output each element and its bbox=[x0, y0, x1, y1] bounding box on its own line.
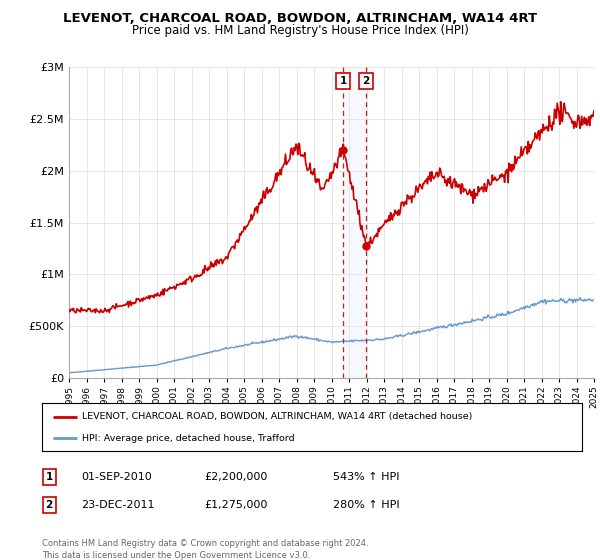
Text: Price paid vs. HM Land Registry's House Price Index (HPI): Price paid vs. HM Land Registry's House … bbox=[131, 24, 469, 37]
Text: Contains HM Land Registry data © Crown copyright and database right 2024.
This d: Contains HM Land Registry data © Crown c… bbox=[42, 539, 368, 560]
Text: 280% ↑ HPI: 280% ↑ HPI bbox=[333, 500, 400, 510]
Text: 2: 2 bbox=[46, 500, 53, 510]
Text: 1: 1 bbox=[340, 76, 347, 86]
Text: LEVENOT, CHARCOAL ROAD, BOWDON, ALTRINCHAM, WA14 4RT (detached house): LEVENOT, CHARCOAL ROAD, BOWDON, ALTRINCH… bbox=[83, 412, 473, 421]
Text: 01-SEP-2010: 01-SEP-2010 bbox=[81, 472, 152, 482]
Text: 2: 2 bbox=[362, 76, 370, 86]
Text: HPI: Average price, detached house, Trafford: HPI: Average price, detached house, Traf… bbox=[83, 434, 295, 443]
Text: 23-DEC-2011: 23-DEC-2011 bbox=[81, 500, 155, 510]
Text: 1: 1 bbox=[46, 472, 53, 482]
Text: 543% ↑ HPI: 543% ↑ HPI bbox=[333, 472, 400, 482]
Text: LEVENOT, CHARCOAL ROAD, BOWDON, ALTRINCHAM, WA14 4RT: LEVENOT, CHARCOAL ROAD, BOWDON, ALTRINCH… bbox=[63, 12, 537, 25]
Bar bbox=[343, 67, 366, 378]
Text: £1,275,000: £1,275,000 bbox=[204, 500, 268, 510]
Text: £2,200,000: £2,200,000 bbox=[204, 472, 268, 482]
